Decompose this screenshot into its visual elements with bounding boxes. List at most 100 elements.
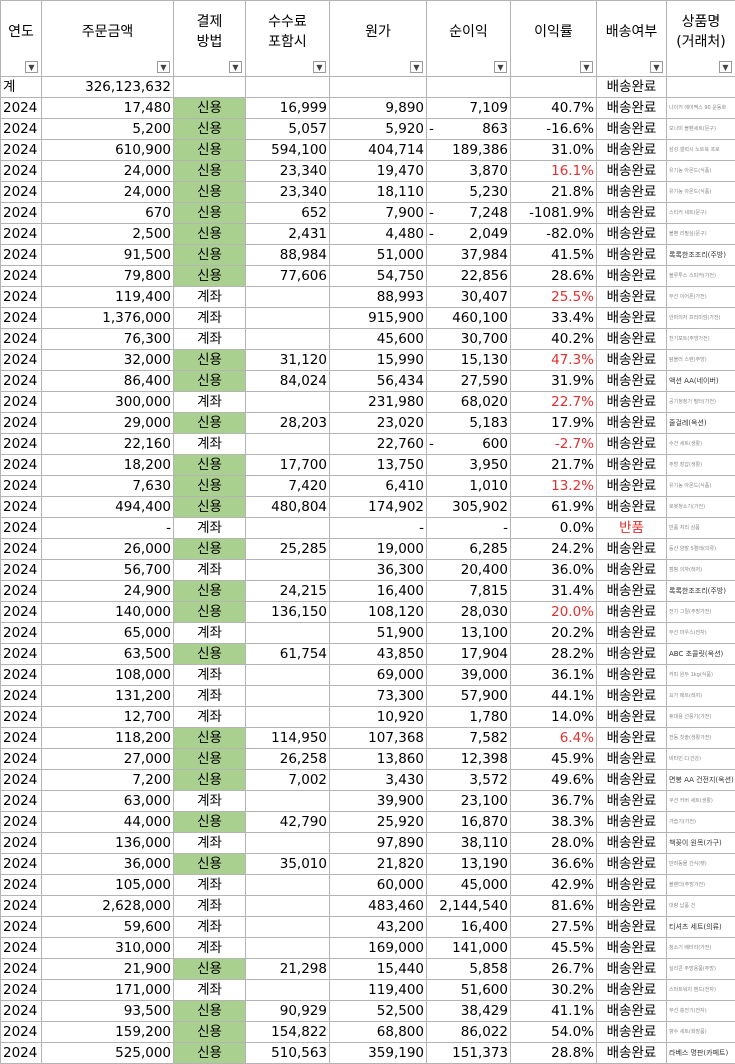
profit-value: 45,000 bbox=[461, 877, 508, 893]
year-cell: 2024 bbox=[1, 455, 42, 476]
cost-cell: 60,000 bbox=[330, 875, 427, 896]
filter-dropdown-icon[interactable]: ▼ bbox=[410, 61, 423, 73]
profit-value: 7,109 bbox=[469, 100, 508, 116]
payment-cell: 계좌 bbox=[174, 833, 246, 854]
amount-cell: 2,500 bbox=[42, 224, 174, 245]
profit-cell: 189,386 bbox=[427, 140, 511, 161]
header-amount: 주문금액▼ bbox=[42, 1, 174, 77]
filter-dropdown-icon[interactable]: ▼ bbox=[494, 61, 507, 73]
payment-cell: 신용 bbox=[174, 602, 246, 623]
margin-cell: 14.0% bbox=[511, 707, 597, 728]
profit-value: 20,400 bbox=[461, 562, 508, 578]
margin-cell: 24.2% bbox=[511, 539, 597, 560]
profit-cell: -7,248 bbox=[427, 203, 511, 224]
amount-cell: 171,000 bbox=[42, 980, 174, 1001]
negative-sign: - bbox=[429, 120, 434, 139]
year-cell: 2024 bbox=[1, 224, 42, 245]
negative-sign: - bbox=[429, 435, 434, 454]
margin-cell: -82.0% bbox=[511, 224, 597, 245]
cost-cell: 18,110 bbox=[330, 182, 427, 203]
profit-cell: 38,110 bbox=[427, 833, 511, 854]
profit-value: 16,400 bbox=[461, 919, 508, 935]
header-cost-label: 원가 bbox=[332, 22, 424, 42]
filter-dropdown-icon[interactable]: ▼ bbox=[580, 61, 593, 73]
fee-cell bbox=[246, 896, 330, 917]
profit-value: 30,700 bbox=[461, 331, 508, 347]
fee-cell: 23,340 bbox=[246, 182, 330, 203]
product-cell: 록록한조조리(주방) bbox=[667, 581, 735, 602]
amount-cell: 76,300 bbox=[42, 329, 174, 350]
profit-value: 12,398 bbox=[461, 751, 508, 767]
payment-cell: 계좌 bbox=[174, 434, 246, 455]
profit-value: 37,984 bbox=[461, 247, 508, 263]
shipping-cell: 배송완료 bbox=[597, 224, 667, 245]
margin-cell: 13.2% bbox=[511, 476, 597, 497]
year-cell: 2024 bbox=[1, 623, 42, 644]
fee-cell: 25,285 bbox=[246, 539, 330, 560]
shipping-cell: 배송완료 bbox=[597, 434, 667, 455]
cost-cell: 23,020 bbox=[330, 413, 427, 434]
filter-dropdown-icon[interactable]: ▼ bbox=[650, 61, 663, 73]
fee-cell bbox=[246, 392, 330, 413]
margin-cell: 44.1% bbox=[511, 686, 597, 707]
amount-cell: 310,000 bbox=[42, 938, 174, 959]
profit-cell: 5,230 bbox=[427, 182, 511, 203]
product-cell: 커피 원두 1kg(식품) bbox=[667, 665, 735, 686]
fee-cell: 510,563 bbox=[246, 1043, 330, 1064]
profit-value: 600 bbox=[482, 436, 508, 452]
amount-cell: 79,800 bbox=[42, 266, 174, 287]
shipping-cell: 배송완료 bbox=[597, 770, 667, 791]
profit-cell: 27,590 bbox=[427, 371, 511, 392]
fee-cell: 35,010 bbox=[246, 854, 330, 875]
profit-cell: - 600 bbox=[427, 434, 511, 455]
payment-cell: 신용 bbox=[174, 959, 246, 980]
profit-value: 141,000 bbox=[452, 940, 508, 956]
fee-cell: 28,203 bbox=[246, 413, 330, 434]
shipping-cell: 배송완료 bbox=[597, 665, 667, 686]
fee-cell: 594,100 bbox=[246, 140, 330, 161]
filter-dropdown-icon[interactable]: ▼ bbox=[313, 61, 326, 73]
product-cell: 청소기 배터리(가전) bbox=[667, 938, 735, 959]
payment-cell: 신용 bbox=[174, 413, 246, 434]
amount-cell: 27,000 bbox=[42, 749, 174, 770]
payment-cell: 계좌 bbox=[174, 665, 246, 686]
amount-cell: 119,400 bbox=[42, 287, 174, 308]
amount-cell: 29,000 bbox=[42, 413, 174, 434]
product-cell: 스티커 세트(문구) bbox=[667, 203, 735, 224]
amount-cell: 24,000 bbox=[42, 182, 174, 203]
profit-value: 16,870 bbox=[461, 814, 508, 830]
amount-cell: 159,200 bbox=[42, 1022, 174, 1043]
product-cell: 나이키 에어맥스 90 운동화 bbox=[667, 98, 735, 119]
profit-value: 3,950 bbox=[469, 457, 508, 473]
margin-cell: 41.1% bbox=[511, 1001, 597, 1022]
filter-dropdown-icon[interactable]: ▼ bbox=[719, 61, 732, 73]
fee-cell bbox=[246, 518, 330, 539]
profit-cell: 13,190 bbox=[427, 854, 511, 875]
filter-dropdown-icon[interactable]: ▼ bbox=[25, 61, 38, 73]
fee-cell: 114,950 bbox=[246, 728, 330, 749]
profit-value: 23,100 bbox=[461, 793, 508, 809]
shipping-cell: 배송완료 bbox=[597, 623, 667, 644]
profit-value: 17,904 bbox=[461, 646, 508, 662]
cost-cell: 3,430 bbox=[330, 770, 427, 791]
payment-cell: 신용 bbox=[174, 770, 246, 791]
margin-cell: 28.2% bbox=[511, 644, 597, 665]
filter-dropdown-icon[interactable]: ▼ bbox=[229, 61, 242, 73]
year-cell: 2024 bbox=[1, 266, 42, 287]
amount-cell: 63,000 bbox=[42, 791, 174, 812]
profit-cell: 16,400 bbox=[427, 917, 511, 938]
amount-cell: 65,000 bbox=[42, 623, 174, 644]
margin-cell: 28.0% bbox=[511, 833, 597, 854]
header-year-label: 연도 bbox=[3, 22, 39, 42]
fee-cell: 26,258 bbox=[246, 749, 330, 770]
filter-dropdown-icon[interactable]: ▼ bbox=[157, 61, 170, 73]
product-cell: 요가 매트(레저) bbox=[667, 686, 735, 707]
